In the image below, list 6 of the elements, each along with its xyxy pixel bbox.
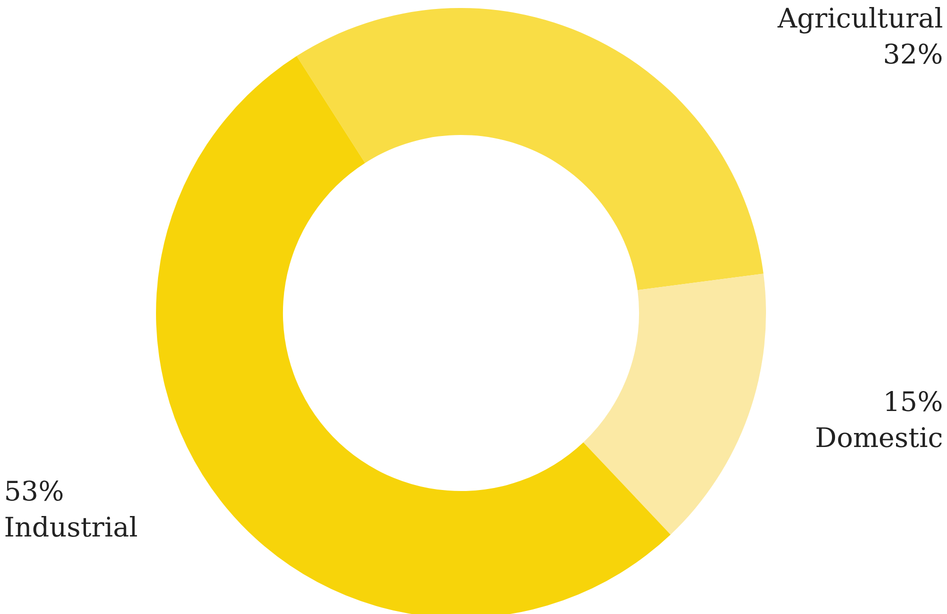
slice-label: Domestic [815,422,943,454]
slice-label: Industrial [4,512,138,544]
data-label: 32% [882,40,943,70]
slice-label: Agricultural [776,4,943,34]
data-label: 15% [882,386,943,418]
data-label: 53% [4,476,64,508]
